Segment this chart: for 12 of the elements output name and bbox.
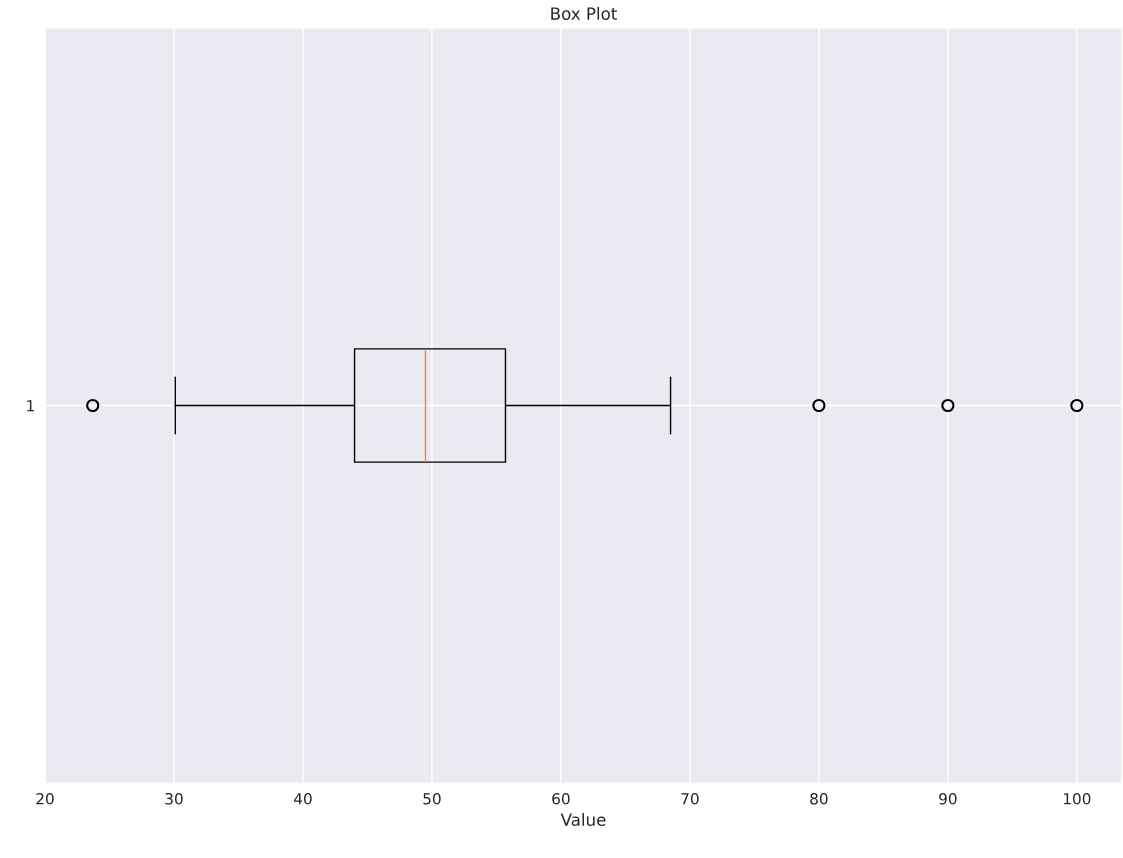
x-axis-title: Value [560, 813, 606, 826]
x-tick-label: 30 [165, 792, 183, 805]
y-tick-label: 1 [27, 400, 34, 412]
x-tick-label: 40 [293, 792, 312, 805]
chart-title: Box Plot [551, 7, 617, 20]
x-tick-label: 80 [810, 792, 828, 805]
x-tick-label: 100 [1063, 792, 1091, 805]
x-tick-label: 90 [939, 792, 957, 805]
x-tick-label: 60 [552, 792, 570, 805]
x-tick-label: 50 [423, 792, 441, 805]
x-tick-label: 20 [36, 792, 54, 805]
x-tick-label: 70 [681, 792, 699, 805]
